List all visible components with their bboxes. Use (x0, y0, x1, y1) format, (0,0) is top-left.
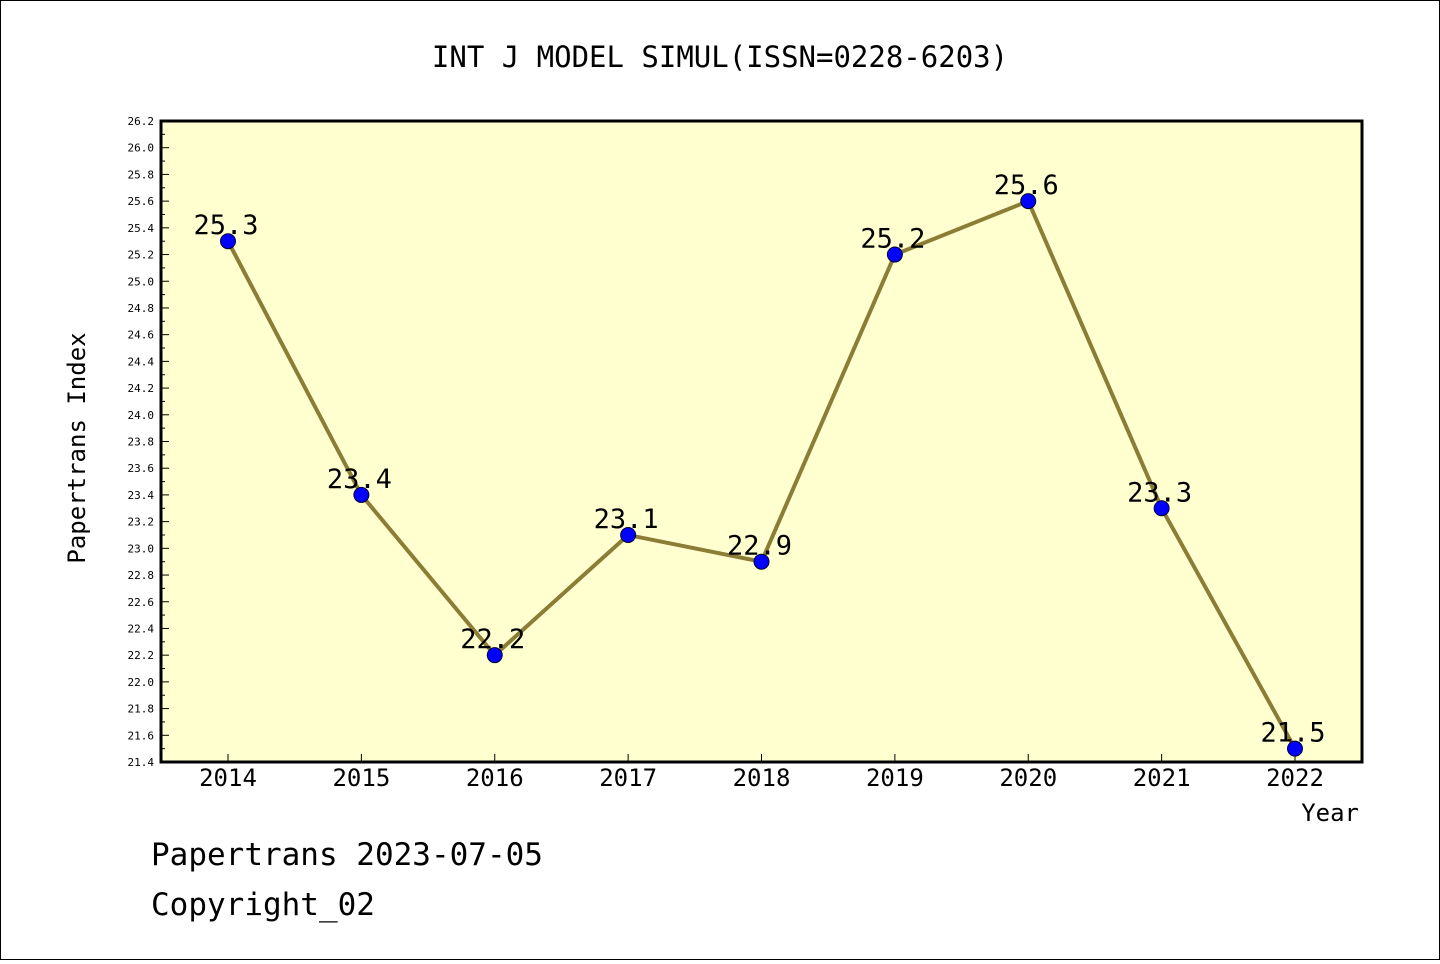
data-label: 23.4 (327, 464, 392, 495)
data-label: 23.1 (594, 504, 659, 535)
y-tick-label: 25.0 (128, 275, 155, 288)
data-point (620, 526, 637, 543)
y-axis-label: Papertrans Index (63, 332, 91, 563)
data-label: 22.2 (460, 624, 525, 655)
x-tick-label: 2018 (733, 764, 791, 792)
x-tick-label: 2021 (1133, 764, 1191, 792)
data-label: 22.9 (727, 531, 792, 562)
data-label: 25.6 (994, 170, 1059, 201)
data-label: 21.5 (1260, 718, 1325, 749)
y-tick-label: 24.6 (128, 329, 155, 342)
data-labels: 25.3 23.4 22.2 23.1 22.9 25.2 25.6 23.3 21.5 (193, 170, 1325, 749)
data-point (886, 246, 903, 263)
x-tick-label: 2019 (866, 764, 924, 792)
y-tick-label: 22.2 (128, 649, 155, 662)
data-point (1020, 193, 1037, 210)
y-tick-label: 21.4 (128, 756, 155, 769)
data-point (353, 486, 370, 503)
y-tick-label: 23.0 (128, 542, 155, 555)
x-axis-label: Year (1301, 799, 1359, 827)
data-point (220, 233, 236, 250)
x-tick-label: 2014 (199, 764, 257, 792)
y-tick-label: 23.6 (128, 462, 155, 475)
data-point (486, 647, 503, 664)
data-label: 25.3 (193, 210, 258, 241)
data-markers (220, 193, 1303, 757)
y-tick-label: 22.6 (128, 596, 155, 609)
y-tick-label: 26.2 (128, 115, 155, 128)
data-point (1287, 740, 1303, 757)
y-tick-label: 23.2 (128, 516, 155, 529)
y-tick-label: 25.8 (128, 168, 155, 181)
footer-copyright: Copyright_02 (151, 887, 375, 923)
x-tick-label: 2017 (599, 764, 657, 792)
data-label: 23.3 (1127, 477, 1192, 508)
y-tick-label: 24.8 (128, 302, 155, 315)
x-tick-label: 2016 (466, 764, 524, 792)
y-tick-label: 24.0 (128, 409, 155, 422)
x-axis: 2014 2015 2016 2017 2018 2019 2020 2021 2022 (199, 754, 1324, 792)
y-tick-label: 21.8 (128, 703, 155, 716)
y-tick-label: 22.4 (128, 622, 155, 635)
footer-date: Papertrans 2023-07-05 (151, 837, 543, 873)
y-tick-label: 23.8 (128, 436, 155, 449)
data-point (753, 553, 770, 570)
y-tick-label: 22.8 (128, 569, 155, 582)
y-axis: 21.4 21.6 21.8 22.0 22.2 22.4 22.6 22.8 23.0 23.2… (128, 115, 169, 769)
y-tick-label: 25.6 (128, 195, 155, 208)
x-tick-label: 2015 (332, 764, 390, 792)
y-tick-label: 22.0 (128, 676, 155, 689)
y-tick-label: 25.4 (128, 222, 155, 235)
chart-title: INT J MODEL SIMUL(ISSN=0228-6203) (432, 40, 1008, 74)
y-tick-label: 24.2 (128, 382, 155, 395)
y-tick-label: 24.4 (128, 355, 155, 368)
y-tick-label: 25.2 (128, 249, 155, 262)
y-tick-label: 26.0 (128, 142, 155, 155)
plot-area (159, 119, 1364, 764)
y-tick-label: 23.4 (128, 489, 155, 502)
data-label: 25.2 (860, 224, 925, 255)
x-tick-label: 2022 (1266, 764, 1324, 792)
x-tick-label: 2020 (999, 764, 1057, 792)
data-point (1153, 500, 1170, 517)
y-tick-label: 21.6 (128, 729, 155, 742)
